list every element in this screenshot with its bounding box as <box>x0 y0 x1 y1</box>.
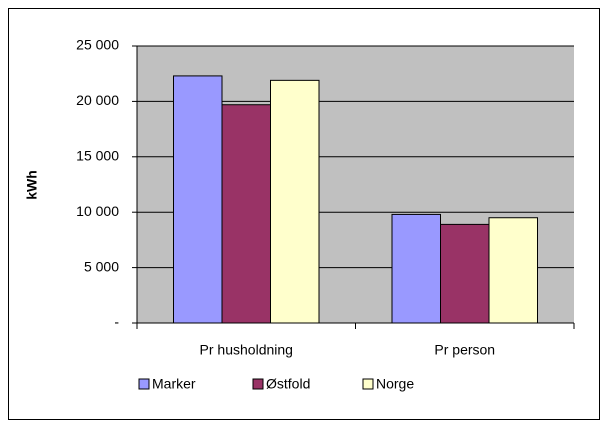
y-tick-label: 20 000 <box>76 92 119 108</box>
legend-label: Marker <box>152 376 196 392</box>
bar <box>270 79 320 324</box>
y-tick-label: 10 000 <box>76 203 119 219</box>
bar <box>488 217 538 324</box>
legend-swatch <box>138 378 150 390</box>
bar <box>173 75 223 324</box>
legend-label: Norge <box>376 376 414 392</box>
y-tick-label: 15 000 <box>76 148 119 164</box>
legend-swatch <box>252 378 264 390</box>
x-tick-label: Pr person <box>434 342 495 358</box>
legend-label: Østfold <box>266 376 310 392</box>
bar <box>391 213 441 324</box>
bar <box>440 223 490 324</box>
y-tick-label: 25 000 <box>76 37 119 53</box>
x-tick-label: Pr husholdning <box>200 342 293 358</box>
legend-swatch <box>362 378 374 390</box>
y-axis-label: kWh <box>24 170 40 200</box>
y-tick-label: 5 000 <box>84 258 119 274</box>
bar <box>221 104 271 324</box>
y-tick-label: - <box>114 314 119 330</box>
